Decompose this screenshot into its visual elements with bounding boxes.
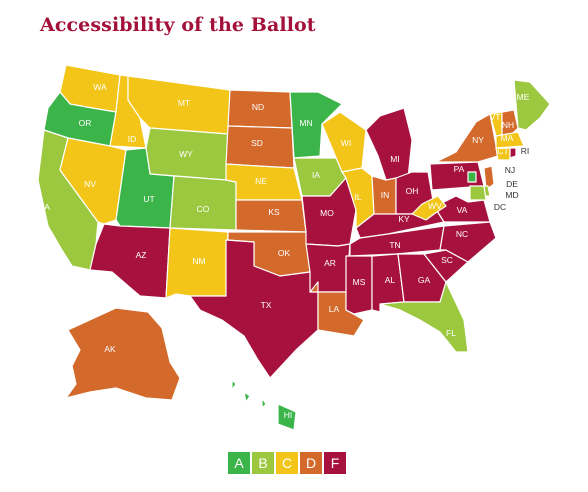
state-ma <box>495 131 525 149</box>
state-label-ks: KS <box>268 207 280 217</box>
state-ri <box>509 147 517 159</box>
state-label-la: LA <box>329 304 340 314</box>
state-label-de: DE <box>506 179 518 189</box>
state-label-wv: WV <box>428 201 442 211</box>
state-label-nc: NC <box>456 229 468 239</box>
state-label-ne: NE <box>255 176 267 186</box>
state-label-mt: MT <box>178 98 190 108</box>
state-label-md: MD <box>505 190 518 200</box>
state-md <box>469 185 487 201</box>
state-hi <box>231 379 297 431</box>
state-label-me: ME <box>517 92 530 102</box>
state-label-ct: CT <box>497 146 508 156</box>
state-nc <box>439 221 497 263</box>
legend-grade-d: D <box>300 452 322 474</box>
state-label-pa: PA <box>454 164 465 174</box>
state-label-ma: MA <box>501 133 514 143</box>
state-label-wa: WA <box>93 82 107 92</box>
state-nv <box>59 137 127 225</box>
state-dc <box>467 171 477 183</box>
state-label-nd: ND <box>252 102 264 112</box>
state-label-co: CO <box>197 204 210 214</box>
state-nj <box>483 165 495 191</box>
state-label-az: AZ <box>136 250 147 260</box>
state-label-ga: GA <box>418 275 431 285</box>
map-title: Accessibility of the Ballot <box>40 14 316 36</box>
state-fl <box>379 281 469 353</box>
state-nh <box>501 109 519 137</box>
state-label-ak: AK <box>104 344 116 354</box>
state-label-mi: MI <box>390 154 399 164</box>
state-label-hi: HI <box>284 410 293 420</box>
state-label-nj: NJ <box>505 165 515 175</box>
state-label-ky: KY <box>398 214 410 224</box>
state-label-sd: SD <box>251 138 263 148</box>
state-label-ri: RI <box>521 146 530 156</box>
state-ar <box>305 243 351 293</box>
state-label-vt: VT <box>490 112 501 122</box>
state-label-ny: NY <box>472 135 484 145</box>
legend-grade-b: B <box>252 452 274 474</box>
state-wv <box>411 195 447 221</box>
state-label-ia: IA <box>312 170 320 180</box>
state-label-in: IN <box>381 190 390 200</box>
state-label-fl: FL <box>446 328 456 338</box>
state-label-sc: SC <box>441 255 453 265</box>
state-label-ar: AR <box>324 258 336 268</box>
state-label-mo: MO <box>320 208 334 218</box>
state-label-ok: OK <box>278 248 291 258</box>
state-label-tn: TN <box>389 240 400 250</box>
state-va <box>433 195 491 223</box>
state-label-oh: OH <box>406 186 419 196</box>
state-label-tx: TX <box>261 300 272 310</box>
legend-grade-a: A <box>228 452 250 474</box>
state-co <box>169 175 237 231</box>
state-wi <box>321 111 367 173</box>
state-label-ms: MS <box>353 277 366 287</box>
state-mi <box>365 107 413 181</box>
state-label-wy: WY <box>179 149 193 159</box>
state-label-va: VA <box>457 205 468 215</box>
legend-grade-f: F <box>324 452 346 474</box>
state-ms <box>345 255 373 315</box>
state-az <box>89 223 171 299</box>
state-label-ca: CA <box>38 202 50 212</box>
state-label-nh: NH <box>502 120 514 130</box>
state-label-il: IL <box>354 192 361 202</box>
legend-grade-c: C <box>276 452 298 474</box>
state-ak <box>65 307 181 401</box>
state-label-al: AL <box>385 275 396 285</box>
state-label-id: ID <box>128 134 137 144</box>
state-label-or: OR <box>79 118 92 128</box>
state-label-ut: UT <box>143 194 154 204</box>
state-label-wi: WI <box>341 138 351 148</box>
state-me <box>513 79 551 131</box>
state-label-dc: DC <box>494 202 506 212</box>
state-ct <box>495 147 511 161</box>
state-label-nm: NM <box>192 256 205 266</box>
state-label-mn: MN <box>299 118 312 128</box>
state-label-nv: NV <box>84 179 96 189</box>
state-tx <box>189 239 319 379</box>
